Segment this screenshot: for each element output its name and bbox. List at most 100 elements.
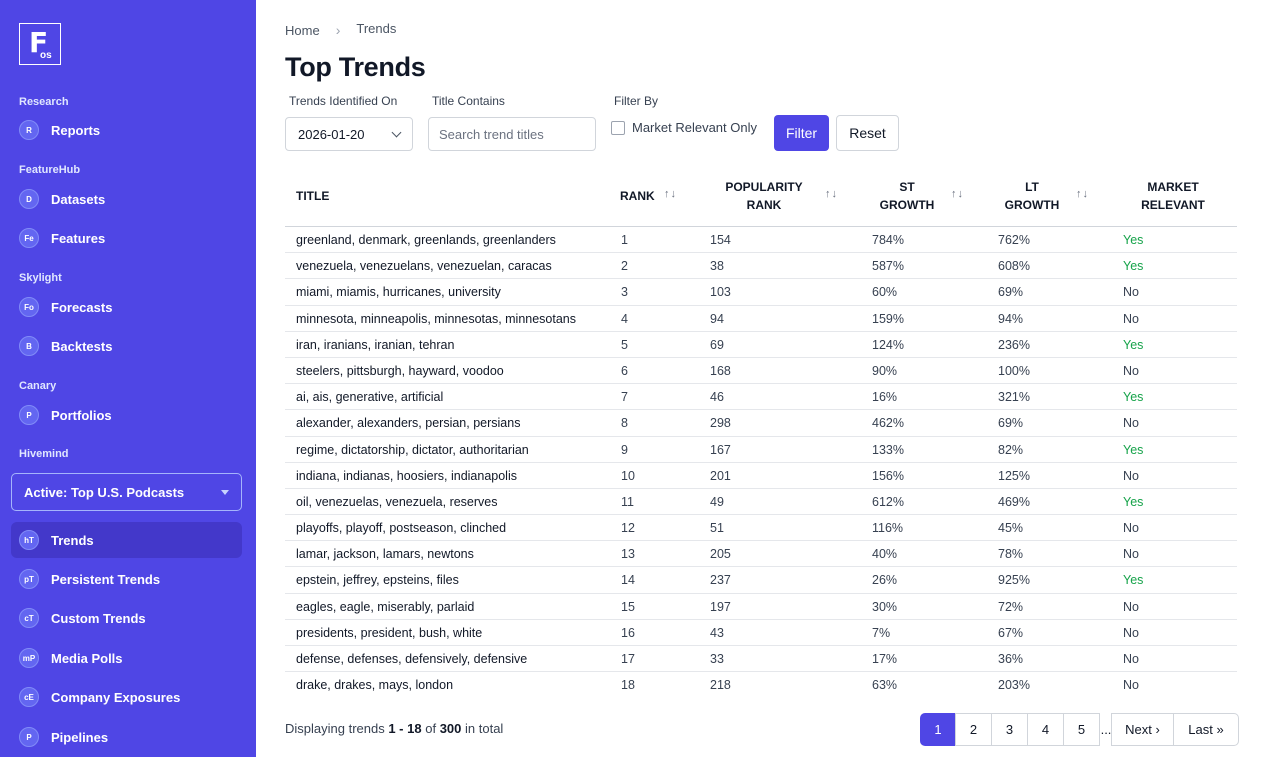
cell-title: alexander, alexanders, persian, persians <box>296 416 521 431</box>
last-page-button[interactable]: Last » <box>1173 713 1239 746</box>
page-4-button[interactable]: 4 <box>1027 713 1064 746</box>
cell-st: 462% <box>872 416 904 431</box>
cell-st: 16% <box>872 390 898 405</box>
sidebar-item-label: Pipelines <box>51 729 109 745</box>
table-row[interactable]: iran, iranians, iranian, tehran 5 69 124% 23… <box>285 332 1237 358</box>
sidebar-item-datasets[interactable]: D Datasets <box>11 181 242 217</box>
reports-icon: R <box>19 120 39 140</box>
market-relevant-checkbox[interactable] <box>611 120 625 135</box>
title-search-input[interactable] <box>428 117 596 151</box>
cell-lt: 236% <box>998 337 1030 352</box>
breadcrumb-home[interactable]: Home <box>285 22 320 38</box>
sidebar-item-label: Trends <box>51 532 94 548</box>
reset-button[interactable]: Reset <box>836 115 899 151</box>
table-row[interactable]: indiana, indianas, hoosiers, indianapoli… <box>285 463 1237 489</box>
sidebar-item-reports[interactable]: R Reports <box>11 112 242 148</box>
page-3-button[interactable]: 3 <box>991 713 1028 746</box>
sidebar-item-backtests[interactable]: B Backtests <box>11 328 242 364</box>
sidebar-item-portfolios[interactable]: P Portfolios <box>11 397 242 433</box>
sidebar-item-label: Forecasts <box>51 299 113 315</box>
table-row[interactable]: miami, miamis, hurricanes, university 3 10… <box>285 279 1237 306</box>
sort-arrows-icon[interactable]: ↑↓ <box>1076 188 1089 200</box>
col-popularity-rank[interactable]: POPULARITY RANK <box>721 178 807 214</box>
cell-lt: 608% <box>998 259 1030 274</box>
cell-rank: 9 <box>621 442 628 457</box>
pagination-ellipsis: ... <box>1100 713 1112 746</box>
col-rank[interactable]: RANK <box>620 189 655 203</box>
table-row[interactable]: regime, dictatorship, dictator, authorit… <box>285 437 1237 463</box>
cell-mr: Yes <box>1123 390 1144 405</box>
table-row[interactable]: ai, ais, generative, artificial 7 46 16% 321… <box>285 384 1237 411</box>
table-row[interactable]: playoffs, playoff, postseason, clinched 1… <box>285 515 1237 542</box>
next-page-button[interactable]: Next › <box>1111 713 1174 746</box>
chevron-right-icon: › <box>335 22 341 38</box>
sidebar-item-pipelines[interactable]: P Pipelines <box>11 719 242 755</box>
table-row[interactable]: oil, venezuelas, venezuela, reserves 11 49… <box>285 489 1237 516</box>
cell-st: 116% <box>872 521 904 536</box>
col-st-growth[interactable]: ST GROWTH <box>871 178 943 214</box>
sidebar-item-label: Datasets <box>51 191 106 207</box>
cell-mr: Yes <box>1123 494 1144 509</box>
col-title[interactable]: TITLE <box>296 189 330 203</box>
cell-mr: Yes <box>1123 573 1144 588</box>
cell-st: 133% <box>872 442 904 457</box>
table-row[interactable]: minnesota, minneapolis, minnesotas, minn… <box>285 306 1237 332</box>
page-2-button[interactable]: 2 <box>955 713 992 746</box>
datasets-icon: D <box>19 189 39 209</box>
market-relevant-label[interactable]: Market Relevant Only <box>632 120 757 135</box>
cell-lt: 36% <box>998 652 1024 666</box>
cell-lt: 125% <box>998 468 1030 483</box>
sidebar-item-forecasts[interactable]: Fo Forecasts <box>11 289 242 325</box>
table-row[interactable]: presidents, president, bush, white 16 43 7%… <box>285 620 1237 646</box>
sidebar-item-features[interactable]: Fe Features <box>11 220 242 256</box>
sidebar-item-label: Persistent Trends <box>51 571 161 587</box>
sort-arrows-icon[interactable]: ↑↓ <box>951 188 964 200</box>
sidebar-item-custom-trends[interactable]: cT Custom Trends <box>11 600 242 636</box>
table-row[interactable]: defense, defenses, defensively, defensiv… <box>285 646 1237 673</box>
section-featurehub: FeatureHub <box>19 164 81 176</box>
sort-arrows-icon[interactable]: ↑↓ <box>664 188 677 200</box>
cell-pop: 205 <box>710 547 731 562</box>
cell-st: 7% <box>872 625 891 640</box>
table-row[interactable]: venezuela, venezuelans, venezuelan, cara… <box>285 253 1237 280</box>
cell-mr: No <box>1123 416 1139 431</box>
sidebar-item-label: Backtests <box>51 338 113 354</box>
table-row[interactable]: steelers, pittsburgh, hayward, voodoo 6 16… <box>285 358 1237 385</box>
table-row[interactable]: eagles, eagle, miserably, parlaid 15 197 30… <box>285 594 1237 620</box>
cell-mr: No <box>1123 625 1139 640</box>
sidebar-item-trends[interactable]: hT Trends <box>11 522 242 558</box>
logo[interactable]: F os <box>19 23 61 65</box>
col-popularity-line2: RANK <box>746 198 782 212</box>
table-row[interactable]: epstein, jeffrey, epsteins, files 14 237 26… <box>285 567 1237 594</box>
trends-icon: hT <box>19 530 39 550</box>
media-polls-icon: mP <box>19 648 39 668</box>
cell-st: 156% <box>872 468 904 483</box>
page-5-button[interactable]: 5 <box>1063 713 1100 746</box>
page-1-button[interactable]: 1 <box>920 713 956 746</box>
col-mr-line1: MARKET <box>1147 180 1199 194</box>
sidebar-item-label: Media Polls <box>51 650 123 666</box>
sort-arrows-icon[interactable]: ↑↓ <box>825 188 838 200</box>
table-row[interactable]: drake, drakes, mays, london 18 218 63% 203% N… <box>285 672 1237 698</box>
sidebar-item-company-exposures[interactable]: cE Company Exposures <box>11 679 242 715</box>
trends-table: TITLE RANK ↑↓ POPULARITY RANK ↑↓ ST GROW… <box>285 170 1237 698</box>
table-row[interactable]: greenland, denmark, greenlands, greenlan… <box>285 227 1237 254</box>
cell-pop: 49 <box>710 494 724 509</box>
date-select[interactable]: 2026-01-20 <box>285 117 413 151</box>
sidebar-item-persistent-trends[interactable]: pT Persistent Trends <box>11 561 242 597</box>
cell-st: 17% <box>872 652 898 666</box>
cell-rank: 11 <box>621 494 634 509</box>
pagination: 1 2 3 4 5 ... Next › Last » <box>920 713 1239 746</box>
cell-title: indiana, indianas, hoosiers, indianapoli… <box>296 468 517 483</box>
table-row[interactable]: lamar, jackson, lamars, newtons 13 205 40% 7… <box>285 541 1237 568</box>
table-row[interactable]: alexander, alexanders, persian, persians… <box>285 410 1237 437</box>
summary-suffix: in total <box>465 721 504 736</box>
col-lt-growth[interactable]: LT GROWTH <box>996 178 1068 214</box>
cell-lt: 203% <box>998 678 1030 693</box>
backtests-icon: B <box>19 336 39 356</box>
filter-button[interactable]: Filter <box>774 115 829 151</box>
table-body: greenland, denmark, greenlands, greenlan… <box>285 227 1237 698</box>
sidebar-item-media-polls[interactable]: mP Media Polls <box>11 640 242 676</box>
market-relevant-filter[interactable]: Market Relevant Only <box>611 120 757 135</box>
workspace-select[interactable]: Active: Top U.S. Podcasts <box>11 473 242 511</box>
